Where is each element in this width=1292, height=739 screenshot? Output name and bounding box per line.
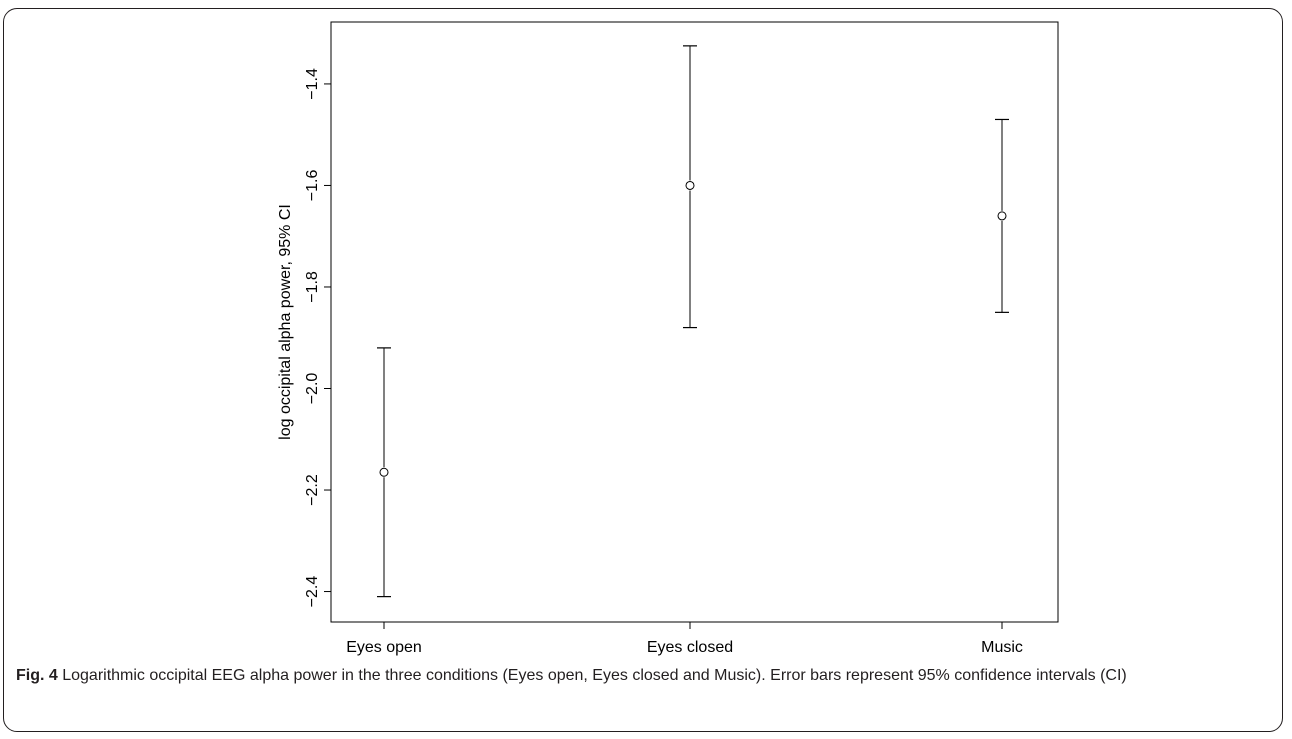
- y-axis: −2.4 −2.2 −2.0 −1.8 −1.6 −1.4: [304, 68, 332, 608]
- mean-point: [685, 180, 695, 190]
- error-bar-chart: −2.4 −2.2 −2.0 −1.8 −1.6 −1.4 Eyes open Eyes c…: [277, 21, 1059, 656]
- x-tick-label: Eyes closed: [647, 639, 733, 656]
- y-tick-label: −1.6: [304, 170, 321, 202]
- x-tick-label: Eyes open: [346, 639, 422, 656]
- mean-point: [379, 467, 389, 477]
- y-tick-label: −2.2: [304, 474, 321, 506]
- figure-frame: [3, 8, 1283, 732]
- mean-point: [997, 211, 1007, 221]
- figure-caption: Fig. 4 Logarithmic occipital EEG alpha p…: [16, 664, 1271, 687]
- plot-area-box: [330, 21, 1059, 623]
- y-tick-label: −2.4: [304, 576, 321, 608]
- data-marks: [377, 45, 1009, 598]
- caption-label: Fig. 4: [16, 667, 58, 684]
- caption-text: Logarithmic occipital EEG alpha power in…: [57, 667, 1127, 684]
- y-axis-label: log occipital alpha power, 95% CI: [277, 204, 294, 440]
- y-tick-label: −1.4: [304, 68, 321, 100]
- x-tick-label: Music: [981, 639, 1023, 656]
- x-axis: Eyes open Eyes closed Music: [346, 621, 1023, 656]
- y-tick-label: −2.0: [304, 373, 321, 405]
- y-tick-label: −1.8: [304, 271, 321, 303]
